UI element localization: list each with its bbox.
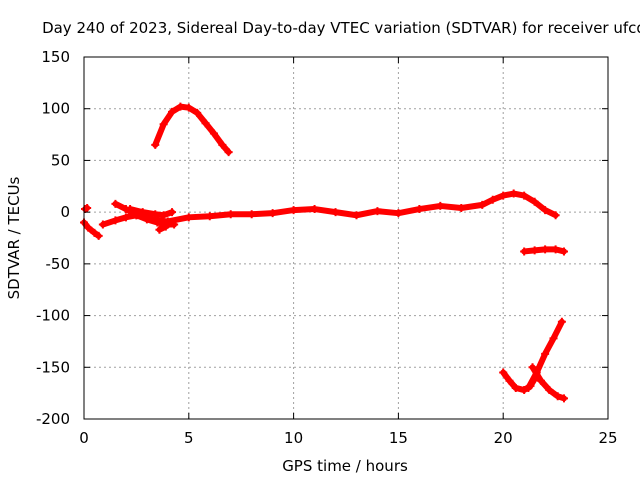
- data-point: [159, 120, 168, 129]
- x-tick-label: 15: [389, 429, 408, 447]
- series-arc-mid-2: [126, 205, 177, 220]
- data-point: [551, 211, 560, 220]
- x-axis-label: GPS time / hours: [282, 457, 408, 475]
- data-point: [331, 208, 340, 217]
- data-point: [165, 219, 174, 228]
- data-point: [184, 103, 193, 112]
- data-point: [209, 129, 218, 138]
- data-point: [193, 108, 202, 117]
- y-tick-label: -100: [36, 307, 70, 325]
- data-point: [184, 213, 193, 222]
- data-point: [121, 213, 130, 222]
- data-point: [553, 392, 562, 401]
- data-point: [559, 247, 568, 256]
- data-point: [153, 218, 162, 227]
- data-point: [536, 376, 545, 385]
- data-point: [478, 200, 487, 209]
- series-layer: [80, 102, 568, 403]
- data-point: [528, 363, 537, 372]
- data-point: [505, 376, 514, 385]
- grid: [84, 57, 608, 419]
- y-tick-label: 150: [41, 48, 70, 66]
- data-point: [90, 228, 99, 237]
- x-tick-label: 10: [284, 429, 303, 447]
- data-point: [530, 197, 539, 206]
- data-point: [394, 209, 403, 218]
- data-point: [524, 383, 533, 392]
- data-point: [126, 205, 135, 214]
- data-point: [151, 210, 160, 219]
- data-point: [352, 211, 361, 220]
- data-point: [499, 368, 508, 377]
- data-point: [373, 207, 382, 216]
- data-point: [142, 215, 151, 224]
- y-tick-label: 50: [51, 151, 70, 169]
- data-point: [559, 394, 568, 403]
- series-arc-start: [80, 218, 103, 240]
- data-point: [111, 199, 120, 208]
- y-tick-label: -50: [46, 255, 71, 273]
- data-point: [551, 245, 560, 254]
- series-arc-minus40: [520, 245, 568, 256]
- y-axis-label: SDTVAR / TECUs: [5, 176, 23, 299]
- data-point: [457, 204, 466, 213]
- data-point: [541, 349, 550, 358]
- data-point: [530, 246, 539, 255]
- data-point: [94, 231, 103, 240]
- data-point: [111, 216, 120, 225]
- data-point: [84, 223, 93, 232]
- y-tick-label: 100: [41, 100, 70, 118]
- data-point: [155, 225, 164, 234]
- x-tick-label: 20: [494, 429, 513, 447]
- data-point: [176, 102, 185, 111]
- series-arc-peak: [151, 102, 233, 157]
- data-point: [520, 191, 529, 200]
- data-point: [168, 107, 177, 116]
- data-point: [557, 317, 566, 326]
- chart-title: Day 240 of 2023, Sidereal Day-to-day VTE…: [42, 19, 640, 37]
- data-point: [310, 205, 319, 214]
- series-arc-bottom-2: [528, 363, 568, 403]
- y-tick-label: -150: [36, 358, 70, 376]
- x-tick-label: 0: [79, 429, 89, 447]
- data-point: [499, 191, 508, 200]
- data-point: [218, 140, 227, 149]
- data-point: [161, 222, 170, 231]
- data-point: [205, 212, 214, 221]
- data-point: [541, 245, 550, 254]
- data-point: [520, 247, 529, 256]
- y-tick-label: -200: [36, 410, 70, 428]
- data-point: [488, 195, 497, 204]
- data-point: [98, 220, 107, 229]
- series-arc-rising: [524, 317, 566, 392]
- data-point: [268, 209, 277, 218]
- series-arc-mid-3: [155, 219, 174, 234]
- x-tick-label: 25: [598, 429, 617, 447]
- data-point: [436, 201, 445, 210]
- data-point: [549, 334, 558, 343]
- data-point: [138, 208, 147, 217]
- data-point: [226, 210, 235, 219]
- data-point: [159, 211, 168, 220]
- data-point: [151, 140, 160, 149]
- x-tick-label: 5: [184, 429, 194, 447]
- data-point: [511, 383, 520, 392]
- ticks: 0 5 10 15 20 25 -200 -150 -100 -50 0 50 100 150: [36, 48, 618, 447]
- data-point: [201, 119, 210, 128]
- data-point: [247, 210, 256, 219]
- plot-frame: [83, 56, 609, 420]
- data-point: [545, 386, 554, 395]
- data-point: [168, 208, 177, 217]
- series-line: [81, 219, 102, 239]
- data-point: [289, 206, 298, 215]
- series-line: [152, 103, 232, 156]
- data-point: [532, 368, 541, 377]
- data-point: [224, 148, 233, 157]
- data-point: [415, 205, 424, 214]
- data-point: [541, 206, 550, 215]
- y-tick-label: 0: [60, 203, 70, 221]
- data-point: [509, 189, 518, 198]
